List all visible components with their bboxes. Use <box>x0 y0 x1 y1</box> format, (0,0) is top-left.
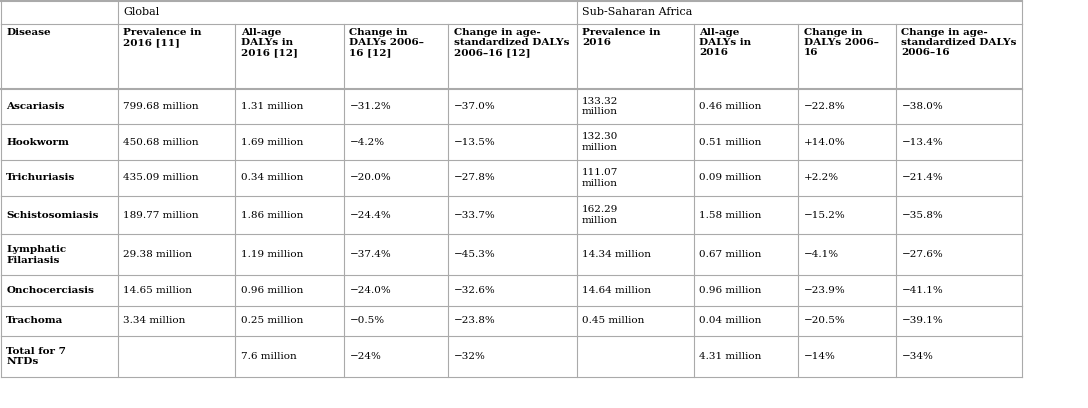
Text: −15.2%: −15.2% <box>804 211 845 220</box>
Text: −0.5%: −0.5% <box>349 316 385 326</box>
Text: 435.09 million: 435.09 million <box>123 173 199 182</box>
Text: −33.7%: −33.7% <box>454 211 495 220</box>
Text: +2.2%: +2.2% <box>804 173 839 182</box>
Text: Disease: Disease <box>7 27 51 37</box>
Text: 162.29
million: 162.29 million <box>582 206 618 225</box>
Text: −38.0%: −38.0% <box>902 102 943 111</box>
Text: 29.38 million: 29.38 million <box>123 251 193 259</box>
Text: 0.09 million: 0.09 million <box>700 173 762 182</box>
Text: −27.8%: −27.8% <box>454 173 495 182</box>
Text: Ascariasis: Ascariasis <box>7 102 64 111</box>
Text: 0.96 million: 0.96 million <box>700 286 762 295</box>
Text: −32%: −32% <box>454 352 485 361</box>
Text: −27.6%: −27.6% <box>902 251 943 259</box>
Text: 133.32
million: 133.32 million <box>582 97 618 116</box>
Text: −35.8%: −35.8% <box>902 211 943 220</box>
Text: 189.77 million: 189.77 million <box>123 211 199 220</box>
Text: Global: Global <box>123 7 160 18</box>
Text: 0.25 million: 0.25 million <box>240 316 304 326</box>
Text: −37.0%: −37.0% <box>454 102 495 111</box>
Text: 132.30
million: 132.30 million <box>582 133 618 152</box>
Text: 14.65 million: 14.65 million <box>123 286 193 295</box>
Text: 799.68 million: 799.68 million <box>123 102 199 111</box>
Text: Trachoma: Trachoma <box>7 316 63 326</box>
Text: −14%: −14% <box>804 352 836 361</box>
Text: −20.5%: −20.5% <box>804 316 845 326</box>
Text: 0.04 million: 0.04 million <box>700 316 762 326</box>
Text: −24.4%: −24.4% <box>349 211 392 220</box>
Text: 1.69 million: 1.69 million <box>240 137 304 147</box>
Text: Lymphatic
Filariasis: Lymphatic Filariasis <box>7 245 66 264</box>
Text: 1.58 million: 1.58 million <box>700 211 762 220</box>
Text: −31.2%: −31.2% <box>349 102 392 111</box>
Text: 0.34 million: 0.34 million <box>240 173 304 182</box>
Text: −45.3%: −45.3% <box>454 251 495 259</box>
Text: −34%: −34% <box>902 352 934 361</box>
Text: Total for 7
NTDs: Total for 7 NTDs <box>7 347 66 366</box>
Text: −24.0%: −24.0% <box>349 286 392 295</box>
Text: 0.46 million: 0.46 million <box>700 102 762 111</box>
Text: Change in age-
standardized DALYs
2006–16: Change in age- standardized DALYs 2006–1… <box>902 27 1017 58</box>
Text: −13.4%: −13.4% <box>902 137 943 147</box>
Text: Schistosomiasis: Schistosomiasis <box>7 211 99 220</box>
Text: Hookworm: Hookworm <box>7 137 69 147</box>
Text: Prevalence in
2016: Prevalence in 2016 <box>582 27 660 47</box>
Text: −20.0%: −20.0% <box>349 173 392 182</box>
Text: Sub-Saharan Africa: Sub-Saharan Africa <box>582 7 692 18</box>
Text: Change in
DALYs 2006–
16 [12]: Change in DALYs 2006– 16 [12] <box>349 27 424 58</box>
Text: −21.4%: −21.4% <box>902 173 943 182</box>
Text: Change in
DALYs 2006–
16: Change in DALYs 2006– 16 <box>804 27 879 58</box>
Text: Prevalence in
2016 [11]: Prevalence in 2016 [11] <box>123 27 202 47</box>
Text: 1.86 million: 1.86 million <box>240 211 304 220</box>
Text: 4.31 million: 4.31 million <box>700 352 762 361</box>
Text: 14.34 million: 14.34 million <box>582 251 651 259</box>
Text: 0.51 million: 0.51 million <box>700 137 762 147</box>
Text: 111.07
million: 111.07 million <box>582 168 618 188</box>
Text: +14.0%: +14.0% <box>804 137 845 147</box>
Text: −39.1%: −39.1% <box>902 316 943 326</box>
Text: −37.4%: −37.4% <box>349 251 392 259</box>
Text: 14.64 million: 14.64 million <box>582 286 651 295</box>
Text: All-age
DALYs in
2016 [12]: All-age DALYs in 2016 [12] <box>240 27 298 58</box>
Text: 1.31 million: 1.31 million <box>240 102 304 111</box>
Text: Trichuriasis: Trichuriasis <box>7 173 75 182</box>
Text: −23.9%: −23.9% <box>804 286 845 295</box>
Text: Change in age-
standardized DALYs
2006–16 [12]: Change in age- standardized DALYs 2006–1… <box>454 27 569 58</box>
Text: 7.6 million: 7.6 million <box>240 352 297 361</box>
Text: Onchocerciasis: Onchocerciasis <box>7 286 94 295</box>
Text: All-age
DALYs in
2016: All-age DALYs in 2016 <box>700 27 752 58</box>
Text: −24%: −24% <box>349 352 382 361</box>
Text: 0.96 million: 0.96 million <box>240 286 304 295</box>
Text: 3.34 million: 3.34 million <box>123 316 186 326</box>
Text: −13.5%: −13.5% <box>454 137 495 147</box>
Text: −32.6%: −32.6% <box>454 286 495 295</box>
Text: −4.1%: −4.1% <box>804 251 839 259</box>
Text: −22.8%: −22.8% <box>804 102 845 111</box>
Text: −41.1%: −41.1% <box>902 286 943 295</box>
Text: 450.68 million: 450.68 million <box>123 137 199 147</box>
Text: 0.45 million: 0.45 million <box>582 316 644 326</box>
Text: −23.8%: −23.8% <box>454 316 495 326</box>
Text: 1.19 million: 1.19 million <box>240 251 304 259</box>
Text: −4.2%: −4.2% <box>349 137 385 147</box>
Text: 0.67 million: 0.67 million <box>700 251 762 259</box>
